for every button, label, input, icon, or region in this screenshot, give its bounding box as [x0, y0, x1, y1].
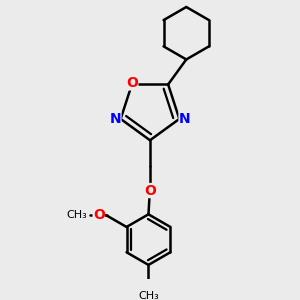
Text: O: O: [144, 184, 156, 198]
Text: CH₃: CH₃: [138, 290, 159, 300]
Text: O: O: [93, 208, 105, 222]
Text: O: O: [126, 76, 138, 90]
Text: N: N: [179, 112, 191, 126]
Text: N: N: [109, 112, 121, 126]
Text: CH₃: CH₃: [66, 210, 87, 220]
